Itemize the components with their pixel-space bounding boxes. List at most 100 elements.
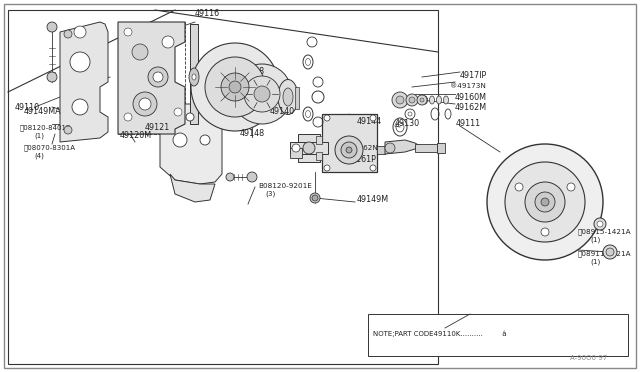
Circle shape <box>124 28 132 36</box>
Text: 49111: 49111 <box>456 119 481 128</box>
Circle shape <box>541 198 549 206</box>
Circle shape <box>139 98 151 110</box>
Circle shape <box>324 165 330 171</box>
Polygon shape <box>385 140 420 154</box>
Text: 49148: 49148 <box>240 129 265 138</box>
Circle shape <box>232 64 292 124</box>
Ellipse shape <box>189 68 199 86</box>
Circle shape <box>324 115 330 121</box>
Circle shape <box>420 98 424 102</box>
Circle shape <box>606 248 614 256</box>
Polygon shape <box>170 174 215 202</box>
Circle shape <box>64 30 72 38</box>
Circle shape <box>174 108 182 116</box>
Polygon shape <box>160 104 222 184</box>
Text: (1): (1) <box>590 259 600 265</box>
Circle shape <box>396 96 404 104</box>
Circle shape <box>335 136 363 164</box>
Circle shape <box>392 92 408 108</box>
Text: 49149M: 49149M <box>357 196 389 205</box>
Bar <box>298 134 320 162</box>
Circle shape <box>74 26 86 38</box>
Circle shape <box>310 193 320 203</box>
Text: (3): (3) <box>265 191 275 197</box>
Text: 49110: 49110 <box>15 103 40 112</box>
Bar <box>8 10 438 364</box>
Text: NOTE;PART CODE49110K..........: NOTE;PART CODE49110K.......... <box>373 331 483 337</box>
Circle shape <box>254 86 270 102</box>
Circle shape <box>124 113 132 121</box>
Circle shape <box>567 183 575 191</box>
Text: 49140: 49140 <box>270 108 295 116</box>
Circle shape <box>525 182 565 222</box>
Circle shape <box>72 99 88 115</box>
Bar <box>437 143 445 153</box>
Bar <box>377 146 385 154</box>
Ellipse shape <box>444 96 449 104</box>
Circle shape <box>186 113 194 121</box>
Bar <box>290 142 328 154</box>
Ellipse shape <box>422 96 428 104</box>
Bar <box>190 24 198 124</box>
Circle shape <box>385 143 395 153</box>
Text: 49121: 49121 <box>145 124 170 132</box>
Text: 49120M: 49120M <box>120 131 152 141</box>
Circle shape <box>191 43 279 131</box>
Circle shape <box>341 142 357 158</box>
Text: ⒲08120-8401E: ⒲08120-8401E <box>20 125 72 131</box>
Bar <box>415 144 437 152</box>
Text: 49130: 49130 <box>395 119 420 128</box>
Text: (1): (1) <box>590 237 600 243</box>
Text: 49116: 49116 <box>195 10 220 19</box>
Text: ⓝ08911-6421A: ⓝ08911-6421A <box>578 251 632 257</box>
Bar <box>368 314 628 356</box>
Circle shape <box>132 44 148 60</box>
Text: 4917IP: 4917IP <box>460 71 487 80</box>
Circle shape <box>597 221 603 227</box>
Bar <box>295 87 299 109</box>
Circle shape <box>312 195 318 201</box>
Text: (1): (1) <box>34 133 44 139</box>
Circle shape <box>487 144 603 260</box>
Circle shape <box>148 67 168 87</box>
Circle shape <box>47 72 57 82</box>
Text: B08120-9201E: B08120-9201E <box>258 183 312 189</box>
Circle shape <box>162 36 174 48</box>
Circle shape <box>133 92 157 116</box>
Circle shape <box>229 81 241 93</box>
Text: ⓨ08915-1421A: ⓨ08915-1421A <box>578 229 632 235</box>
Ellipse shape <box>429 96 435 104</box>
Circle shape <box>247 172 257 182</box>
Circle shape <box>417 95 427 105</box>
Bar <box>316 152 322 160</box>
Bar <box>118 22 185 134</box>
Circle shape <box>244 76 280 112</box>
Circle shape <box>200 135 210 145</box>
Text: 49144: 49144 <box>357 118 382 126</box>
Bar <box>322 114 377 172</box>
Polygon shape <box>118 22 185 134</box>
Circle shape <box>221 73 249 101</box>
Text: ®49162N: ®49162N <box>342 145 378 151</box>
Circle shape <box>64 126 72 134</box>
Polygon shape <box>60 22 108 142</box>
Text: 49148: 49148 <box>240 67 265 77</box>
Circle shape <box>47 22 57 32</box>
Ellipse shape <box>283 88 293 106</box>
Text: ®49173N: ®49173N <box>450 83 486 89</box>
Circle shape <box>226 173 234 181</box>
Circle shape <box>406 94 418 106</box>
Text: 49160M: 49160M <box>455 93 487 102</box>
Ellipse shape <box>436 96 442 104</box>
Bar <box>316 136 322 144</box>
Text: 49162M: 49162M <box>455 103 487 112</box>
Circle shape <box>370 115 376 121</box>
Circle shape <box>515 183 523 191</box>
Text: â: â <box>500 331 506 337</box>
Circle shape <box>173 133 187 147</box>
Circle shape <box>153 72 163 82</box>
Text: (4): (4) <box>34 153 44 159</box>
Circle shape <box>370 165 376 171</box>
Circle shape <box>603 245 617 259</box>
Circle shape <box>303 142 315 154</box>
